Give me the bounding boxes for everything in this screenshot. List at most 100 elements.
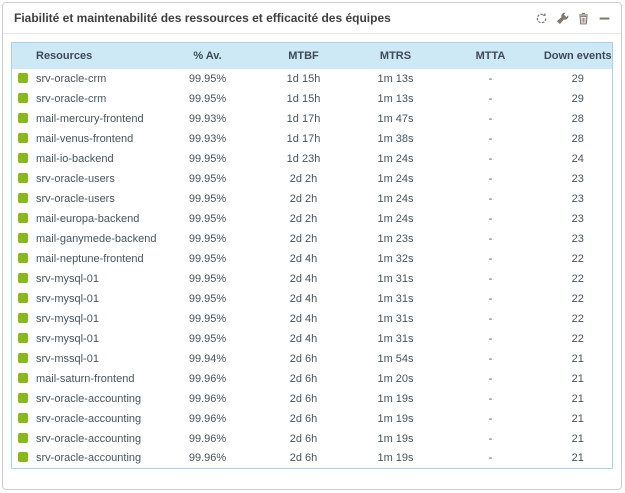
column-header-resources: Resources	[11, 42, 162, 69]
resource-name: srv-oracle-accounting	[36, 432, 142, 445]
availability-cell: 99.96%	[161, 388, 254, 409]
collapse-icon	[599, 17, 609, 20]
availability-cell: 99.93%	[161, 108, 254, 129]
availability-cell: 99.93%	[161, 128, 254, 149]
down-events-cell: 21	[543, 388, 613, 409]
resource-name: mail-ganymede-backend	[36, 232, 157, 245]
table-body: srv-oracle-crm 99.95% 1d 15h 1m 13s - 29…	[11, 68, 613, 469]
refresh-button[interactable]	[534, 11, 548, 25]
mtta-cell: -	[437, 88, 544, 109]
availability-cell: 99.95%	[161, 228, 254, 249]
status-ok-icon	[18, 192, 28, 203]
mtbf-cell: 2d 2h	[253, 188, 354, 209]
availability-cell: 99.96%	[161, 448, 254, 469]
resource-cell: srv-oracle-accounting	[11, 448, 162, 469]
configure-button[interactable]	[555, 11, 569, 25]
collapse-button[interactable]	[597, 11, 611, 25]
mtbf-cell: 2d 6h	[253, 368, 354, 389]
status-ok-icon	[18, 372, 28, 383]
resource-name: srv-mysql-01	[36, 312, 99, 325]
table-row: srv-mysql-01 99.95% 2d 4h 1m 31s - 22	[11, 328, 613, 349]
column-header-down-events: Down events	[543, 42, 613, 69]
availability-cell: 99.94%	[161, 348, 254, 369]
resource-cell: srv-oracle-accounting	[11, 388, 162, 409]
mtbf-cell: 2d 2h	[253, 208, 354, 229]
mtbf-cell: 2d 6h	[253, 448, 354, 469]
status-ok-icon	[18, 112, 28, 123]
status-ok-icon	[18, 132, 28, 143]
table-header: Resources % Av. MTBF MTRS MTTA Down even…	[11, 42, 613, 69]
mtrs-cell: 1m 20s	[353, 368, 438, 389]
down-events-cell: 21	[543, 428, 613, 449]
column-header-mtta: MTTA	[437, 42, 544, 69]
resource-name: srv-oracle-accounting	[36, 452, 142, 465]
status-ok-icon	[18, 152, 28, 163]
mtrs-cell: 1m 24s	[353, 148, 438, 169]
down-events-cell: 29	[543, 88, 613, 109]
resource-name: srv-oracle-users	[36, 172, 115, 185]
trash-icon	[578, 12, 588, 24]
availability-cell: 99.95%	[161, 268, 254, 289]
availability-cell: 99.95%	[161, 288, 254, 309]
resource-name: mail-europa-backend	[36, 212, 140, 225]
mtbf-cell: 2d 6h	[253, 408, 354, 429]
status-ok-icon	[18, 332, 28, 343]
availability-cell: 99.96%	[161, 428, 254, 449]
down-events-cell: 21	[543, 408, 613, 429]
status-ok-icon	[18, 212, 28, 223]
resource-name: mail-io-backend	[36, 152, 114, 165]
mtta-cell: -	[437, 308, 544, 329]
table-row: mail-ganymede-backend 99.95% 2d 2h 1m 23…	[11, 228, 613, 249]
down-events-cell: 21	[543, 448, 613, 469]
status-ok-icon	[18, 412, 28, 423]
mtbf-cell: 1d 23h	[253, 148, 354, 169]
mtbf-cell: 2d 6h	[253, 388, 354, 409]
resource-name: mail-saturn-frontend	[36, 372, 135, 385]
mtrs-cell: 1m 24s	[353, 168, 438, 189]
resource-cell: mail-mercury-frontend	[11, 108, 162, 129]
mtta-cell: -	[437, 428, 544, 449]
availability-cell: 99.95%	[161, 308, 254, 329]
table-row: srv-oracle-crm 99.95% 1d 15h 1m 13s - 29	[11, 68, 613, 89]
mtrs-cell: 1m 23s	[353, 228, 438, 249]
mtrs-cell: 1m 54s	[353, 348, 438, 369]
mtta-cell: -	[437, 128, 544, 149]
table-row: srv-oracle-accounting 99.96% 2d 6h 1m 19…	[11, 388, 613, 409]
availability-cell: 99.95%	[161, 188, 254, 209]
table-row: srv-mssql-01 99.94% 2d 6h 1m 54s - 21	[11, 348, 613, 369]
widget-body: Resources % Av. MTBF MTRS MTTA Down even…	[3, 34, 621, 477]
mtbf-cell: 1d 17h	[253, 128, 354, 149]
status-ok-icon	[18, 172, 28, 183]
mtta-cell: -	[437, 288, 544, 309]
mtbf-cell: 1d 15h	[253, 88, 354, 109]
resource-name: srv-oracle-accounting	[36, 392, 142, 405]
mtta-cell: -	[437, 168, 544, 189]
mtta-cell: -	[437, 348, 544, 369]
mtrs-cell: 1m 31s	[353, 308, 438, 329]
mtta-cell: -	[437, 108, 544, 129]
table-row: mail-io-backend 99.95% 1d 23h 1m 24s - 2…	[11, 148, 613, 169]
status-ok-icon	[18, 272, 28, 283]
mtrs-cell: 1m 32s	[353, 248, 438, 269]
status-ok-icon	[18, 92, 28, 103]
down-events-cell: 29	[543, 68, 613, 89]
mtbf-cell: 2d 4h	[253, 288, 354, 309]
availability-cell: 99.95%	[161, 68, 254, 89]
column-header-availability: % Av.	[161, 42, 254, 69]
down-events-cell: 23	[543, 188, 613, 209]
mtrs-cell: 1m 31s	[353, 328, 438, 349]
availability-cell: 99.95%	[161, 208, 254, 229]
resource-cell: srv-oracle-accounting	[11, 408, 162, 429]
resource-cell: srv-oracle-accounting	[11, 428, 162, 449]
down-events-cell: 22	[543, 308, 613, 329]
table-row: mail-venus-frontend 99.93% 1d 17h 1m 38s…	[11, 128, 613, 149]
resource-cell: srv-oracle-crm	[11, 88, 162, 109]
table-row: srv-mysql-01 99.95% 2d 4h 1m 31s - 22	[11, 308, 613, 329]
delete-button[interactable]	[576, 11, 590, 25]
resource-cell: srv-oracle-crm	[11, 68, 162, 89]
resource-cell: srv-mysql-01	[11, 268, 162, 289]
mtrs-cell: 1m 47s	[353, 108, 438, 129]
mtbf-cell: 2d 4h	[253, 328, 354, 349]
down-events-cell: 21	[543, 368, 613, 389]
down-events-cell: 28	[543, 128, 613, 149]
